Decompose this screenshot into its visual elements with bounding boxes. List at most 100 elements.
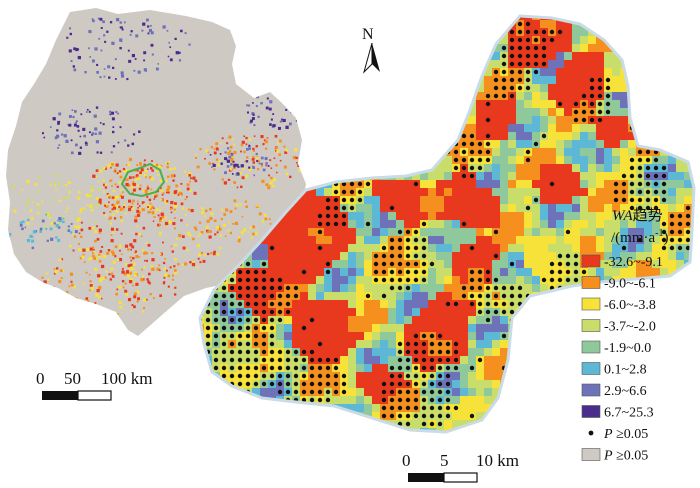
trend-speck [228, 155, 232, 159]
trend-cell [644, 28, 652, 36]
trend-cell [532, 188, 540, 196]
trend-cell [372, 92, 380, 100]
trend-cell [636, 84, 644, 92]
trend-cell [372, 140, 380, 148]
trend-cell [692, 340, 694, 348]
trend-speck [108, 76, 111, 79]
trend-speck [110, 267, 114, 271]
trend-speck [109, 110, 112, 113]
trend-cell [676, 372, 684, 380]
trend-speck [191, 262, 196, 267]
trend-cell [436, 324, 444, 332]
trend-speck [137, 297, 140, 301]
trend-cell [428, 60, 436, 68]
significance-dot [485, 117, 491, 123]
trend-cell [668, 348, 676, 356]
trend-cell [684, 356, 692, 364]
significance-dot [565, 277, 571, 283]
trend-speck [187, 208, 190, 211]
trend-cell [348, 308, 356, 316]
trend-cell [396, 60, 404, 68]
trend-cell [524, 220, 532, 228]
significance-dot [565, 293, 571, 299]
trend-cell [660, 204, 668, 212]
significance-dot [301, 61, 307, 67]
trend-cell [540, 316, 548, 324]
trend-cell [548, 52, 556, 60]
trend-cell [484, 204, 492, 212]
trend-cell [452, 16, 460, 20]
trend-speck [300, 163, 303, 165]
trend-cell [324, 324, 332, 332]
trend-cell [372, 316, 380, 324]
significance-dot [389, 205, 395, 211]
trend-cell [428, 36, 436, 44]
trend-cell [516, 404, 524, 412]
trend-cell [644, 236, 652, 244]
significance-dot [661, 245, 667, 251]
trend-cell [572, 428, 580, 432]
trend-speck [174, 243, 178, 247]
trend-cell [340, 92, 348, 100]
trend-cell [564, 20, 572, 28]
significance-dot [637, 157, 643, 163]
trend-cell [684, 84, 692, 92]
trend-speck [219, 234, 222, 237]
significance-dot [605, 77, 611, 83]
trend-speck [8, 232, 12, 236]
trend-cell [692, 100, 694, 108]
trend-cell [660, 52, 668, 60]
trend-cell [372, 372, 380, 380]
trend-cell [364, 132, 372, 140]
trend-cell [460, 420, 468, 428]
trend-cell [268, 260, 276, 268]
trend-cell [404, 188, 412, 196]
trend-speck [166, 29, 169, 32]
trend-cell [364, 396, 372, 404]
trend-cell [500, 156, 508, 164]
trend-cell [628, 132, 636, 140]
trend-cell [452, 380, 460, 388]
trend-speck [135, 282, 139, 286]
significance-dot [453, 165, 459, 171]
trend-cell [588, 44, 596, 52]
trend-speck [231, 155, 235, 158]
trend-cell [508, 228, 516, 236]
trend-speck [262, 142, 265, 145]
trend-cell [420, 116, 428, 124]
trend-cell [692, 260, 694, 268]
trend-cell [476, 20, 484, 28]
trend-speck [58, 279, 62, 284]
trend-cell [340, 28, 348, 36]
trend-cell [548, 396, 556, 404]
significance-dot [237, 285, 243, 291]
trend-cell [324, 340, 332, 348]
trend-cell [532, 220, 540, 228]
significance-dot [389, 277, 395, 283]
trend-cell [668, 284, 676, 292]
trend-cell [332, 420, 340, 428]
trend-cell [452, 244, 460, 252]
trend-cell [564, 212, 572, 220]
significance-dot [533, 69, 539, 75]
trend-cell [396, 68, 404, 76]
trend-cell [596, 212, 604, 220]
trend-cell [540, 436, 548, 444]
trend-cell [604, 188, 612, 196]
trend-cell [300, 284, 308, 292]
trend-speck [174, 210, 177, 212]
trend-cell [596, 244, 604, 252]
trend-speck [130, 310, 133, 312]
trend-speck [83, 300, 86, 304]
trend-cell [244, 28, 252, 36]
trend-speck [149, 24, 152, 27]
trend-cell [652, 340, 660, 348]
trend-cell [356, 156, 364, 164]
significance-dot [525, 205, 531, 211]
trend-speck [114, 170, 117, 173]
significance-dot [509, 293, 515, 299]
trend-speck [105, 204, 109, 208]
trend-cell [428, 276, 436, 284]
significance-dot [653, 205, 659, 211]
trend-cell [684, 20, 692, 28]
